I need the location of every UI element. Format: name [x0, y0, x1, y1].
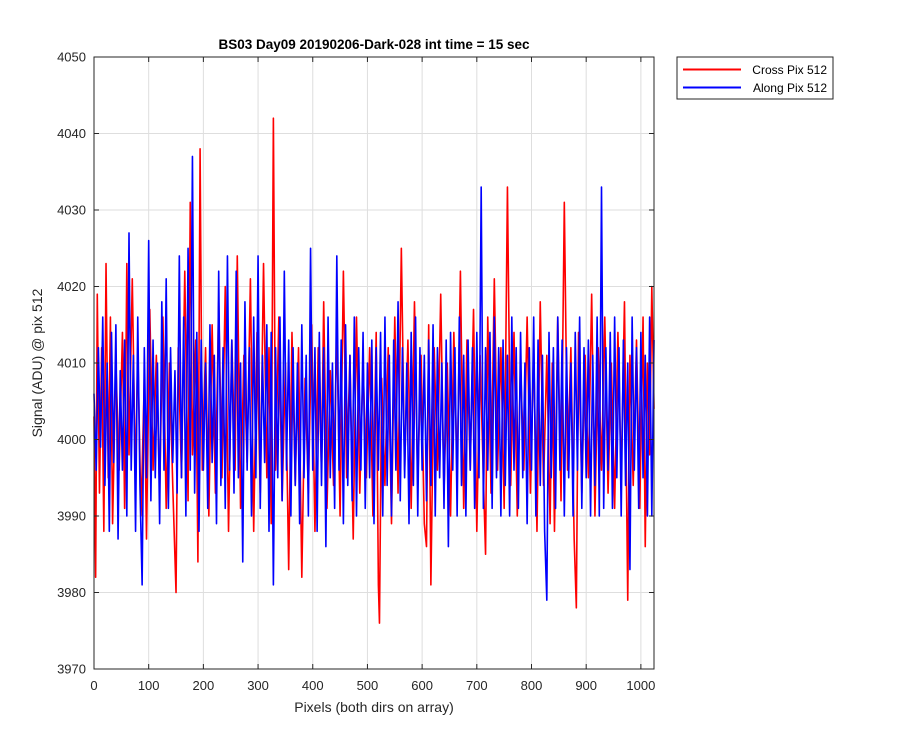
series-layer [93, 117, 655, 624]
plot-area: 0 100 200 300 400 500 600 700 800 900 1000 3970 3980… [57, 50, 655, 694]
x-tick-label: 700 [466, 678, 488, 693]
x-tick-label: 600 [411, 678, 433, 693]
x-tick-label: 100 [138, 678, 160, 693]
y-tick-label: 4000 [57, 432, 86, 447]
x-tick-label: 500 [357, 678, 379, 693]
ticks: 0 100 200 300 400 500 600 700 800 900 1000 3970 3980… [57, 50, 655, 694]
legend-box [676, 56, 834, 100]
y-axis-label: Signal (ADU) @ pix 512 [29, 288, 45, 437]
x-tick-label: 400 [302, 678, 324, 693]
x-axis-label: Pixels (both dirs on array) [294, 699, 454, 715]
y-tick-label: 3970 [57, 662, 86, 677]
series-line-along-pix-512 [93, 155, 655, 601]
y-tick-label: 4010 [57, 356, 86, 371]
x-tick-label: 300 [247, 678, 269, 693]
x-tick-label: 0 [90, 678, 97, 693]
y-tick-label: 4040 [57, 126, 86, 141]
y-tick-label: 4030 [57, 203, 86, 218]
chart-title: BS03 Day09 20190206-Dark-028 int time = … [218, 37, 530, 52]
y-tick-label: 3990 [57, 509, 86, 524]
legend-label-along: Along Pix 512 [753, 81, 827, 95]
legend: Cross Pix 512 Along Pix 512 [676, 56, 834, 100]
legend-label-cross: Cross Pix 512 [752, 63, 827, 77]
y-tick-label: 4050 [57, 50, 86, 65]
x-tick-label: 900 [575, 678, 597, 693]
x-tick-label: 200 [193, 678, 215, 693]
x-tick-label: 1000 [626, 678, 655, 693]
x-tick-label: 800 [521, 678, 543, 693]
y-tick-label: 3980 [57, 585, 86, 600]
y-tick-label: 4020 [57, 279, 86, 294]
